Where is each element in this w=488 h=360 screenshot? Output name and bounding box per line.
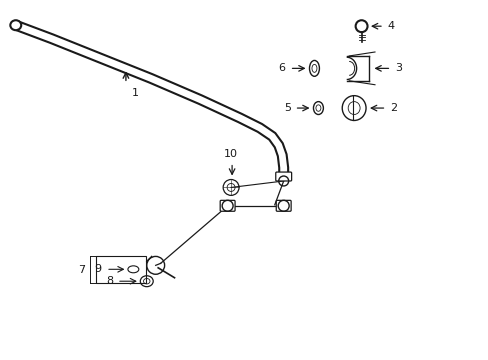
Text: 1: 1	[132, 88, 139, 98]
Text: 9: 9	[94, 264, 101, 274]
Bar	[96, 256, 145, 283]
Text: 3: 3	[394, 63, 401, 73]
FancyBboxPatch shape	[275, 172, 291, 181]
FancyBboxPatch shape	[276, 201, 290, 211]
Ellipse shape	[10, 20, 21, 30]
FancyBboxPatch shape	[220, 201, 235, 211]
Text: 10: 10	[223, 149, 237, 159]
Text: 8: 8	[106, 276, 113, 286]
Text: 4: 4	[386, 21, 394, 31]
Text: 5: 5	[284, 103, 290, 113]
Text: 2: 2	[389, 103, 396, 113]
Text: 6: 6	[278, 63, 285, 73]
Text: 7: 7	[78, 265, 85, 275]
